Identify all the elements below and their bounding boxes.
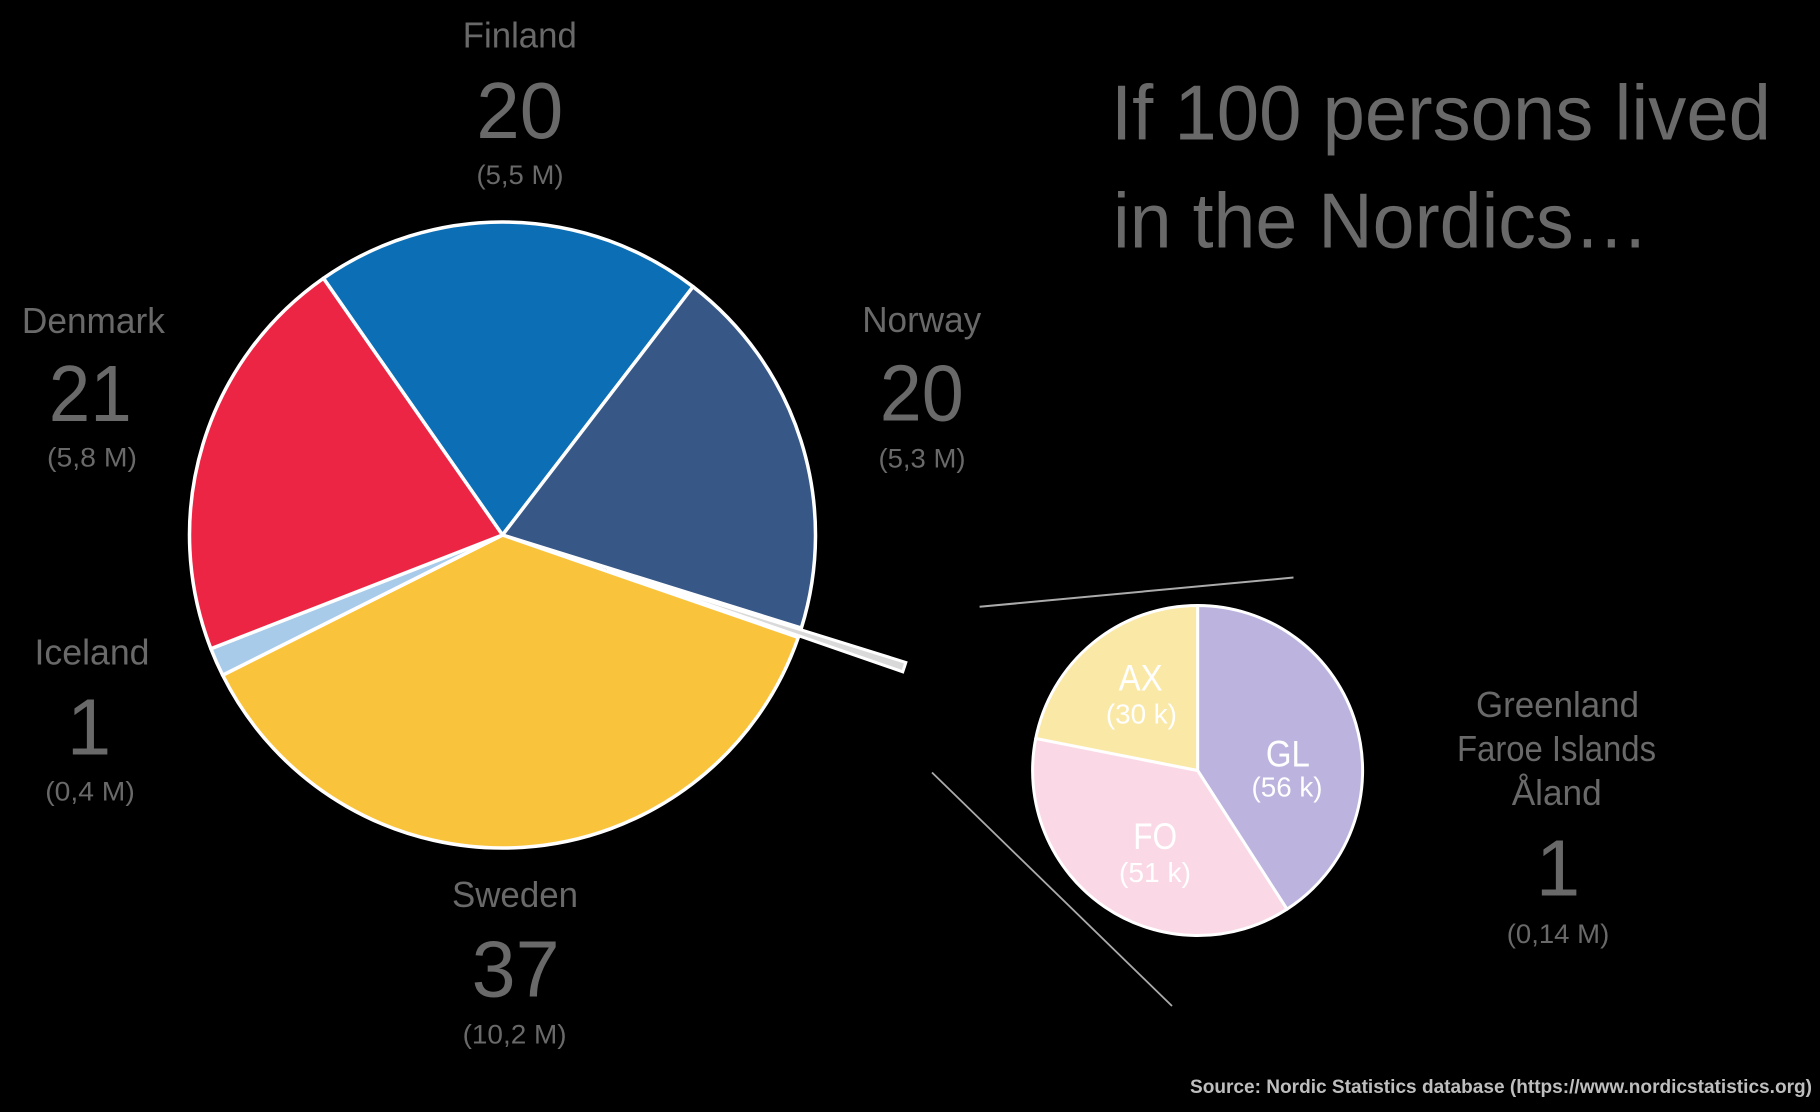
svg-text:(5,5 M): (5,5 M) xyxy=(477,160,564,190)
svg-text:Greenland: Greenland xyxy=(1476,684,1639,725)
svg-text:GL: GL xyxy=(1266,733,1310,774)
svg-text:(56 k): (56 k) xyxy=(1252,771,1323,802)
svg-text:37: 37 xyxy=(472,925,560,1014)
svg-text:20: 20 xyxy=(476,66,563,155)
svg-text:FO: FO xyxy=(1133,816,1177,857)
svg-text:Source: Nordic Statistics data: Source: Nordic Statistics database (http… xyxy=(1190,1077,1812,1098)
svg-text:Åland: Åland xyxy=(1512,772,1602,813)
svg-text:21: 21 xyxy=(49,349,132,438)
svg-text:20: 20 xyxy=(880,349,964,438)
svg-text:Finland: Finland xyxy=(463,15,577,56)
svg-text:Norway: Norway xyxy=(862,299,981,340)
svg-text:in the Nordics…: in the Nordics… xyxy=(1113,176,1649,264)
svg-text:Iceland: Iceland xyxy=(35,632,150,673)
svg-text:1: 1 xyxy=(67,683,112,772)
svg-text:AX: AX xyxy=(1119,657,1163,698)
svg-text:Sweden: Sweden xyxy=(452,874,578,915)
svg-text:Denmark: Denmark xyxy=(22,300,166,341)
svg-text:(10,2 M): (10,2 M) xyxy=(463,1020,567,1050)
svg-text:(51 k): (51 k) xyxy=(1119,857,1191,888)
svg-text:(30 k): (30 k) xyxy=(1106,699,1177,730)
svg-text:(5,8 M): (5,8 M) xyxy=(47,443,137,473)
svg-text:1: 1 xyxy=(1536,823,1581,912)
svg-text:(0,4 M): (0,4 M) xyxy=(45,777,135,807)
svg-text:If 100 persons lived: If 100 persons lived xyxy=(1111,68,1771,156)
svg-text:Faroe Islands: Faroe Islands xyxy=(1457,728,1656,769)
svg-text:(0,14 M): (0,14 M) xyxy=(1507,919,1610,949)
svg-text:(5,3 M): (5,3 M) xyxy=(879,444,966,474)
